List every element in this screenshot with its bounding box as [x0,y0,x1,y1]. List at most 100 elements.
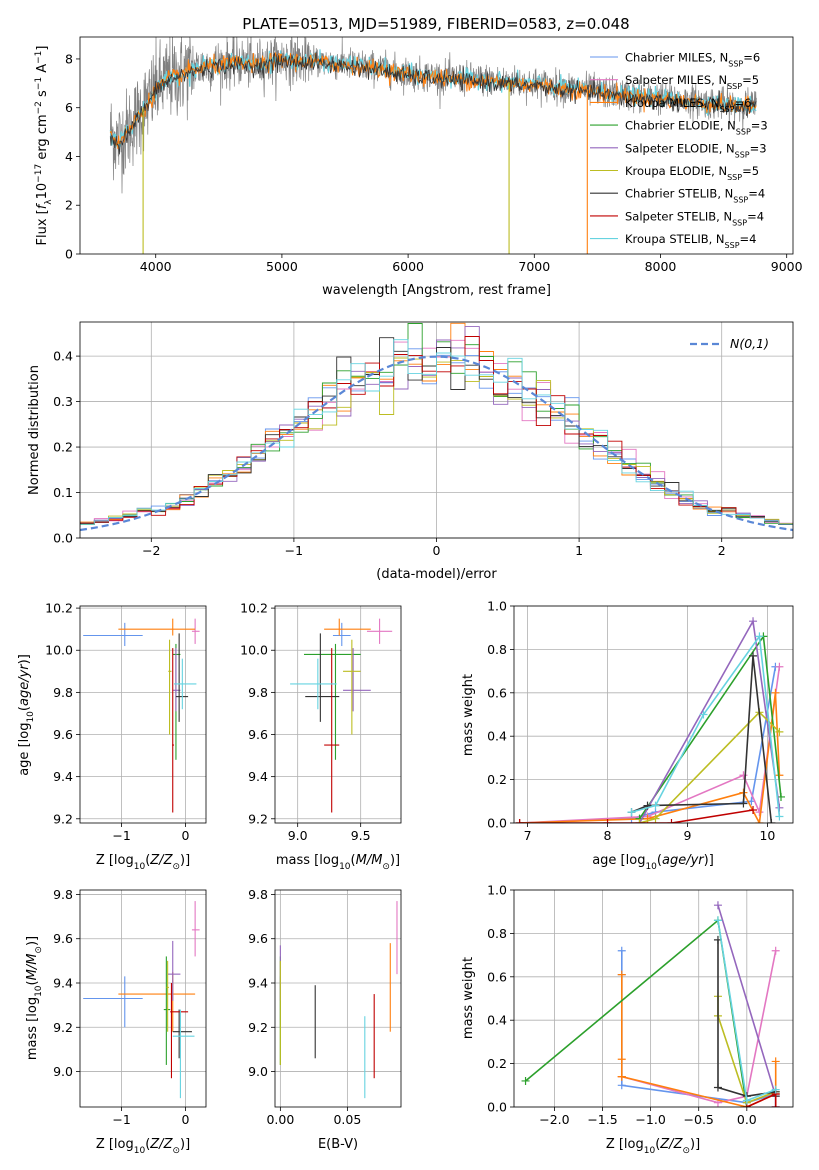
series-marker [713,1083,722,1092]
plot-area [515,617,786,823]
x-tick-label: 10 [759,828,775,843]
series-marker [521,1076,530,1085]
label-part: ⊙ [682,1146,690,1156]
residuals-histogram-panel: −2 −1 0 1 2 0.0 0.1 0.2 0.3 0.4 (data-model)/error… [27,321,794,582]
legend-name: Chabrier STELIB, N [625,187,733,201]
legend-value: =4 [740,232,757,246]
axes: 9.0 9.5 9.2 9.4 9.6 9.8 10.0 10.2 mass [log10(M/… [240,601,402,872]
label-part: −17 [34,164,44,183]
legend-name: Chabrier ELODIE, N [625,119,736,133]
y-tick-label: 6 [65,100,73,115]
y-tick-label: 9.8 [248,685,268,700]
label-part: ( [145,1137,150,1152]
errorbar-kroupa-stelib [290,658,337,710]
y-tick-label: 9.2 [53,811,73,826]
plot-area [279,901,398,1099]
legend-sub: SSP [725,241,740,250]
series-line [631,634,781,817]
label-part: Z/Z [659,1137,683,1152]
mass-vs-metallicity-panel: −1 09.09.29.49.69.8Z [log10(Z/Z⊙)]mass [l… [25,887,207,1156]
y-tick-label: 9.2 [53,1020,73,1035]
legend-name: Salpeter ELODIE, N [625,141,735,155]
axes: 0.00 0.05 9.0 9.2 9.4 9.6 9.8 E(B-V) [248,887,402,1152]
series-marker [742,1096,751,1105]
series-marker [713,916,722,925]
y-tick-label: 9.4 [53,976,73,991]
figure-title: PLATE=0513, MJD=51989, FIBERID=0583, z=0… [242,15,629,33]
y-tick-label: 2 [65,198,73,213]
y-tick-label: 9.2 [248,1020,268,1035]
series-marker [713,901,722,910]
label-part: ( [25,980,40,985]
label-part: )] [704,853,714,868]
legend-value: =3 [751,119,768,133]
legend-label-salpeter-elodie: Salpeter ELODIE, NSSP=3 [625,141,767,159]
legend-sub: SSP [727,82,742,91]
y-tick-label: 0.6 [487,969,507,984]
y-tick-label: 10.0 [45,643,73,658]
x-tick-label: 1 [575,543,583,558]
errorbar-kroupa-miles [118,971,196,1032]
legend-name: Kroupa STELIB, N [625,232,725,246]
series-marker [617,1081,626,1090]
y-tick-label: 0.8 [487,926,507,941]
legend-name: Kroupa ELODIE, N [625,164,727,178]
y-axis-label: Normed distribution [27,365,42,495]
y-tick-label: 9.6 [248,727,268,742]
grid [275,606,401,823]
x-axis-label: Z [log10(Z/Z⊙)] [96,1137,190,1156]
label-part: ( [655,1137,660,1152]
label-part: Z/Z [149,1137,173,1152]
axes-frame [79,889,207,1108]
axes-frame [79,605,207,824]
model-chabrier-stelib [109,51,757,155]
x-tick-label: 9.0 [288,828,308,843]
label-part: Z [log [606,1137,644,1152]
y-tick-label: 0.2 [53,440,73,455]
y-tick-label: 9.4 [53,769,73,784]
label-part: )] [390,853,400,868]
legend-name: Salpeter MILES, N [625,73,727,87]
legend-sub: SSP [735,150,750,159]
x-tick-label: −1 [285,543,303,558]
y-tick-label: 10.2 [240,601,268,616]
y-tick-label: 9.0 [248,1064,268,1079]
x-axis-label: Z [log10(Z/Z⊙)] [96,853,190,872]
x-tick-label: −1.5 [587,1112,617,1127]
series-marker [603,819,612,823]
y-tick-label: 9.4 [248,976,268,991]
y-tick-label: 9.8 [53,887,73,902]
label-part: mass [log [276,853,339,868]
y-tick-label: 0.0 [487,816,507,831]
x-tick-label: 0.0 [737,1112,757,1127]
series-marker [771,1085,780,1094]
label-part: 10 [644,1146,656,1156]
x-tick-label: 9000 [771,259,803,274]
x-tick-label: 0 [182,1112,190,1127]
series-kroupa-stelib [627,632,784,821]
errorbar-chabrier-miles [83,622,143,647]
errorbar-chabrier-elodie [303,643,361,760]
legend-sub: SSP [733,195,748,204]
errorbar-salpeter-miles [366,618,393,644]
x-tick-label: −1.0 [635,1112,665,1127]
x-axis-label: Z [log10(Z/Z⊙)] [606,1137,700,1156]
mass-vs-ebv-panel: 0.00 0.05 9.0 9.2 9.4 9.6 9.8 E(B-V) [248,887,402,1152]
label-part: −2 [34,101,44,114]
label-part: −1 [34,77,44,90]
label-part: ⊙ [172,1146,180,1156]
legend-name: Chabrier MILES, N [625,51,728,65]
errorbar-chabrier-elodie [163,956,171,1065]
label-part: ( [351,853,356,868]
x-axis-label: (data-model)/error [376,567,497,582]
legend-name: Kroupa MILES, N [625,96,720,110]
series-line [621,950,777,1104]
label-part: −1 [34,51,44,64]
series-marker [775,812,784,821]
y-tick-label: 9.4 [248,769,268,784]
y-axis-label: mass weight [461,957,476,1039]
age-vs-mass-panel: 9.0 9.5 9.2 9.4 9.6 9.8 10.0 10.2 mass [log10(M/… [240,601,402,872]
label-part: f [35,202,50,209]
series-line [519,666,777,823]
